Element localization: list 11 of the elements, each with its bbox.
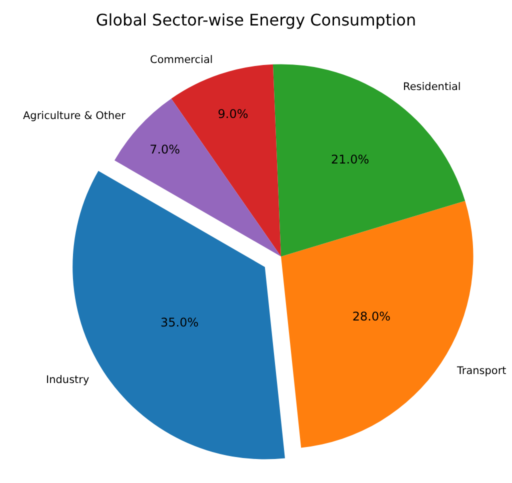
data-label: 21.0% [330, 152, 370, 166]
slice-label: Industry [46, 374, 90, 386]
data-label: 35.0% [160, 315, 199, 330]
slice-label: Residential [403, 81, 461, 93]
slice-label: Commercial [150, 54, 213, 66]
data-label: 28.0% [352, 310, 391, 324]
chart-title: Global Sector-wise Energy Consumption [96, 10, 416, 30]
slice-label: Agriculture & Other [23, 110, 126, 122]
slice-label: Transport [456, 365, 506, 377]
data-label: 7.0% [150, 142, 180, 157]
data-label: 9.0% [218, 107, 248, 122]
